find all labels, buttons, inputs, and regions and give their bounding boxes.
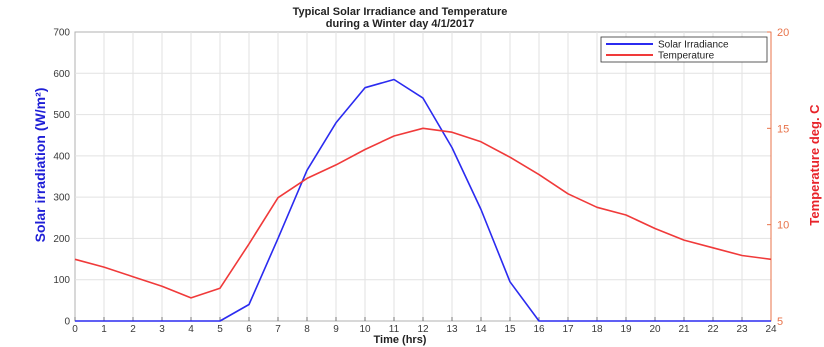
x-tick-label: 21 [678, 324, 690, 335]
legend-box [600, 36, 768, 63]
x-tick-label: 4 [188, 324, 194, 335]
chart-title-line1: Typical Solar Irradiance and Temperature [293, 6, 508, 18]
x-tick-label: 14 [475, 324, 487, 335]
x-tick-label: 6 [246, 324, 252, 335]
x-tick-label: 7 [275, 324, 281, 335]
x-tick-label: 22 [707, 324, 719, 335]
y-axis-label: Solar irradiation (W/m²) [32, 88, 48, 243]
x-tick-label: 15 [504, 324, 516, 335]
x-tick-label: 9 [333, 324, 339, 335]
x-tick-label: 11 [389, 324, 400, 335]
y2-tick-label: 20 [777, 27, 789, 39]
y-axis-left: 0 100 200 300 400 500 600 700 [53, 28, 70, 328]
x-axis: 0 1 2 3 4 5 6 7 8 9 10 11 12 13 14 15 16 17 18 19 20 21 22 23 24 [72, 317, 777, 335]
x-tick-label: 1 [101, 324, 107, 335]
x-tick-label: 24 [765, 324, 777, 335]
x-tick-label: 17 [562, 324, 574, 335]
x-tick-label: 16 [533, 324, 545, 335]
y-tick-label: 400 [53, 151, 70, 162]
x-tick-label: 0 [72, 324, 78, 335]
legend: Solar Irradiance Temperature [600, 36, 768, 63]
y2-tick-label: 5 [777, 316, 783, 328]
x-tick-label: 5 [217, 324, 223, 335]
series-line-temperature [74, 127, 772, 299]
x-tick-label: 3 [159, 324, 165, 335]
x-tick-label: 20 [649, 324, 661, 335]
x-tick-label: 12 [417, 324, 429, 335]
legend-label-solar: Solar Irradiance [658, 40, 729, 51]
chart-title-line2: during a Winter day 4/1/2017 [326, 18, 474, 30]
y-tick-label: 200 [53, 234, 70, 245]
x-tick-label: 23 [736, 324, 748, 335]
x-axis-label: Time (hrs) [374, 334, 427, 346]
y2-tick-label: 15 [777, 123, 789, 135]
y2-tick-label: 10 [777, 220, 789, 232]
y-tick-label: 700 [53, 28, 70, 39]
y-tick-label: 0 [64, 317, 70, 328]
x-tick-label: 18 [591, 324, 603, 335]
y-tick-label: 300 [53, 193, 70, 204]
x-tick-label: 8 [304, 324, 310, 335]
series-group [74, 78, 772, 322]
y2-axis-label: Temperature deg. C [807, 104, 822, 226]
x-tick-label: 10 [359, 324, 371, 335]
legend-label-temperature: Temperature [658, 51, 715, 62]
x-tick-label: 2 [130, 324, 136, 335]
y-tick-label: 500 [53, 110, 70, 121]
y-axis-right: 5 10 15 20 [767, 27, 789, 328]
x-tick-label: 19 [620, 324, 632, 335]
y-tick-label: 100 [53, 275, 70, 286]
x-tick-label: 13 [446, 324, 458, 335]
series-line-solar-irradiance [75, 78, 771, 322]
y-tick-label: 600 [53, 69, 70, 80]
